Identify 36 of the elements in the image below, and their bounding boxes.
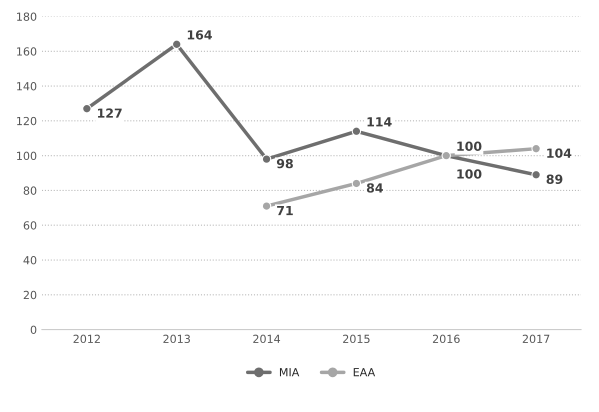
y-tick-label: 20 bbox=[24, 290, 36, 300]
x-tick-label: 2013 bbox=[163, 334, 190, 344]
data-label: 104 bbox=[547, 148, 572, 158]
legend-label: EAA bbox=[354, 368, 376, 376]
data-label: 98 bbox=[276, 158, 293, 168]
data-label: 164 bbox=[188, 30, 212, 40]
y-tick-label: 60 bbox=[24, 221, 36, 230]
x-tick-label: 2015 bbox=[343, 334, 370, 344]
data-label: 100 bbox=[457, 141, 482, 151]
point bbox=[262, 201, 272, 211]
data-label: 100 bbox=[457, 169, 482, 179]
y-tick-label: 40 bbox=[23, 256, 36, 264]
data-label: 84 bbox=[366, 183, 383, 193]
y-tick-label: 100 bbox=[17, 152, 36, 160]
data-label: 89 bbox=[546, 174, 562, 184]
data-label: 127 bbox=[98, 108, 122, 118]
x-tick-label: 2016 bbox=[432, 334, 460, 344]
y-tick-label: 180 bbox=[17, 12, 36, 21]
point bbox=[531, 170, 541, 180]
x-tick-label: 2017 bbox=[522, 334, 550, 344]
data-label: 71 bbox=[277, 206, 293, 216]
y-tick-label: 160 bbox=[17, 47, 36, 56]
x-tick-label: 2014 bbox=[253, 334, 280, 344]
point bbox=[352, 178, 362, 188]
data-label: 114 bbox=[368, 117, 392, 126]
y-tick-label: 0 bbox=[30, 326, 36, 334]
y-tick-label: 140 bbox=[17, 82, 36, 90]
x-tick-label: 2012 bbox=[74, 334, 100, 344]
point bbox=[172, 40, 182, 49]
point bbox=[352, 126, 362, 136]
point bbox=[262, 154, 272, 164]
y-tick-label: 120 bbox=[17, 116, 36, 126]
point bbox=[82, 104, 92, 114]
y-tick-label: 80 bbox=[24, 186, 36, 195]
point bbox=[531, 144, 541, 154]
legend-label: MIA bbox=[280, 368, 300, 376]
